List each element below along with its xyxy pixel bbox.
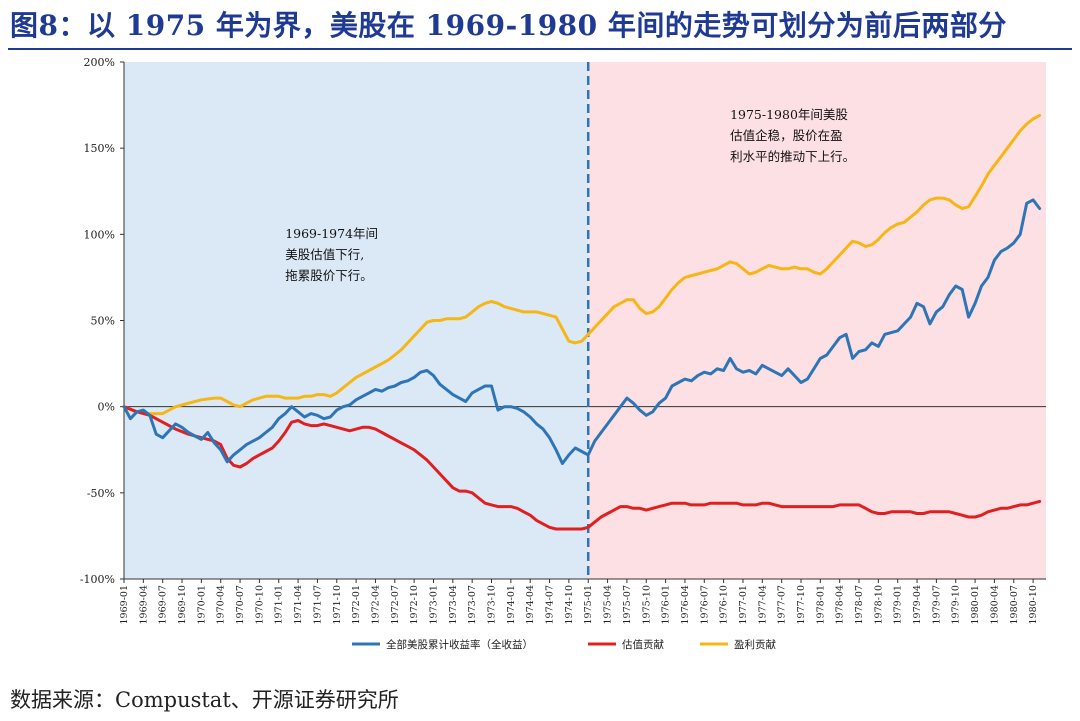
x-tick-label: 1975-04	[603, 585, 614, 624]
x-tick-label: 1973-01	[428, 585, 439, 624]
x-tick-label: 1974-01	[506, 585, 517, 624]
x-tick-label: 1977-10	[796, 585, 807, 624]
y-tick-labels: 200% 150% 100% 50% 0% -50% -100%	[80, 56, 124, 586]
x-tick-label: 1977-04	[757, 585, 768, 624]
x-tick-label: 1979-04	[912, 585, 923, 624]
region-1	[588, 62, 1046, 579]
annotation-0-line: 美股估值下行,	[285, 247, 364, 262]
x-tick-label: 1978-04	[835, 585, 846, 624]
y-tick-label: -100%	[80, 573, 115, 586]
x-tick-label: 1970-01	[196, 585, 207, 624]
x-tick-label: 1971-10	[332, 585, 343, 624]
legend-label-0: 全部美股累计收益率（全收益）	[386, 638, 533, 651]
annotation-1-line: 估值企稳，股价在盈	[730, 128, 843, 143]
source-note: 数据来源：Compustat、开源证券研究所	[10, 688, 399, 712]
series-line-2	[122, 113, 1042, 416]
region-0	[124, 62, 589, 579]
x-tick-label: 1969-07	[158, 585, 169, 624]
background-regions	[124, 62, 1046, 579]
x-tick-label: 1972-07	[390, 585, 401, 624]
x-tick-labels: 1969-01 1969-04 1969-07 1969-10 1970-01 1970-…	[119, 579, 1039, 624]
x-tick-label: 1978-01	[815, 585, 826, 624]
x-tick-label: 1972-04	[370, 585, 381, 624]
legend: 全部美股累计收益率（全收益） 估值贡献 盈利贡献	[352, 638, 776, 651]
x-tick-label: 1980-07	[1009, 585, 1020, 624]
x-tick-label: 1980-01	[970, 585, 981, 624]
x-tick-label: 1971-07	[312, 585, 323, 624]
x-tick-label: 1969-10	[177, 585, 188, 624]
series-lines	[122, 113, 1042, 531]
x-tick-label: 1974-07	[545, 585, 556, 624]
y-tick-label: 50%	[91, 315, 115, 328]
x-tick-label: 1973-04	[448, 585, 459, 624]
x-tick-label: 1973-10	[487, 585, 498, 624]
x-tick-label: 1980-10	[1028, 585, 1039, 624]
x-tick-label: 1974-10	[564, 585, 575, 624]
x-tick-label: 1972-01	[351, 585, 362, 624]
x-tick-label: 1970-07	[235, 585, 246, 624]
x-tick-label: 1971-01	[274, 585, 285, 624]
x-tick-label: 1970-10	[254, 585, 265, 624]
x-tick-label: 1979-10	[951, 585, 962, 624]
x-tick-label: 1970-04	[216, 585, 227, 624]
x-tick-label: 1978-10	[873, 585, 884, 624]
legend-label-1: 估值贡献	[622, 638, 664, 651]
x-tick-label: 1973-07	[467, 585, 478, 624]
x-tick-label: 1969-04	[138, 585, 149, 624]
x-tick-label: 1979-07	[931, 585, 942, 624]
y-tick-label: 150%	[84, 142, 115, 155]
y-tick-label: -50%	[87, 487, 115, 500]
series-line-1	[122, 405, 1042, 531]
x-tick-label: 1975-07	[622, 585, 633, 624]
x-tick-label: 1980-04	[989, 585, 1000, 624]
page-title: 图8：以 1975 年为界，美股在 1969-1980 年间的走势可划分为前后两…	[10, 9, 1007, 42]
x-tick-label: 1976-07	[699, 585, 710, 624]
annotation-0-line: 拖累股价下行。	[285, 268, 373, 283]
x-tick-label: 1974-04	[525, 585, 536, 624]
x-tick-label: 1977-07	[777, 585, 788, 624]
y-tick-label: 0%	[98, 401, 115, 414]
legend-label-2: 盈利贡献	[734, 638, 776, 651]
x-tick-label: 1975-10	[641, 585, 652, 624]
x-tick-label: 1969-01	[119, 585, 130, 624]
annotation-1-line: 利水平的推动下上行。	[730, 149, 855, 164]
x-tick-label: 1971-04	[293, 585, 304, 624]
x-tick-label: 1976-10	[719, 585, 730, 624]
y-tick-label: 200%	[84, 56, 115, 69]
line-chart: 200%150%100%50%0%-50%-100% 1969-01 1969-0…	[80, 56, 1046, 651]
x-tick-label: 1978-07	[854, 585, 865, 624]
series-line-0	[122, 198, 1042, 465]
annotation-0-line: 1969-1974年间	[285, 226, 378, 241]
x-tick-label: 1975-01	[583, 585, 594, 624]
x-tick-label: 1976-01	[661, 585, 672, 624]
title-underline	[8, 48, 1072, 50]
x-tick-label: 1976-04	[680, 585, 691, 624]
x-tick-label: 1979-01	[893, 585, 904, 624]
annotation-1-line: 1975-1980年间美股	[730, 107, 848, 122]
x-tick-label: 1972-10	[409, 585, 420, 624]
y-tick-label: 100%	[84, 228, 115, 241]
x-tick-label: 1977-01	[738, 585, 749, 624]
